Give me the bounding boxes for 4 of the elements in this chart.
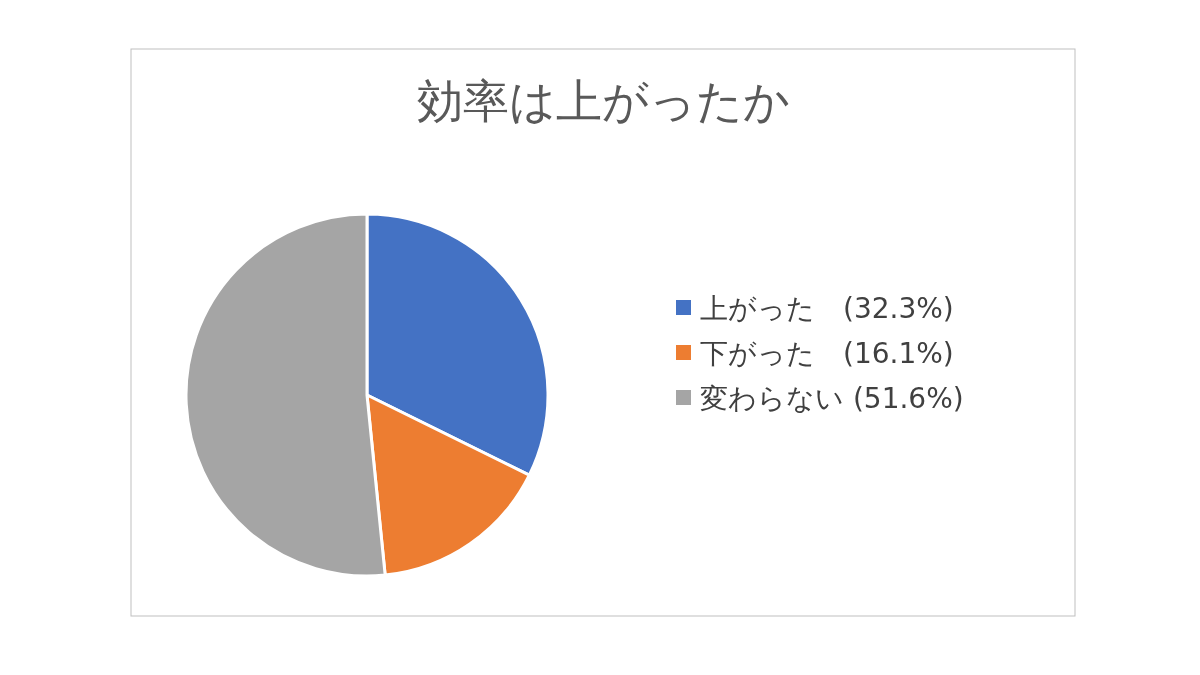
legend-label: 上がった (32.3%) (700, 291, 954, 325)
legend-label: 下がった (16.1%) (700, 336, 954, 370)
chart-title: 効率は上がったか (416, 73, 790, 128)
legend-label: 変わらない (51.6%) (700, 381, 964, 415)
